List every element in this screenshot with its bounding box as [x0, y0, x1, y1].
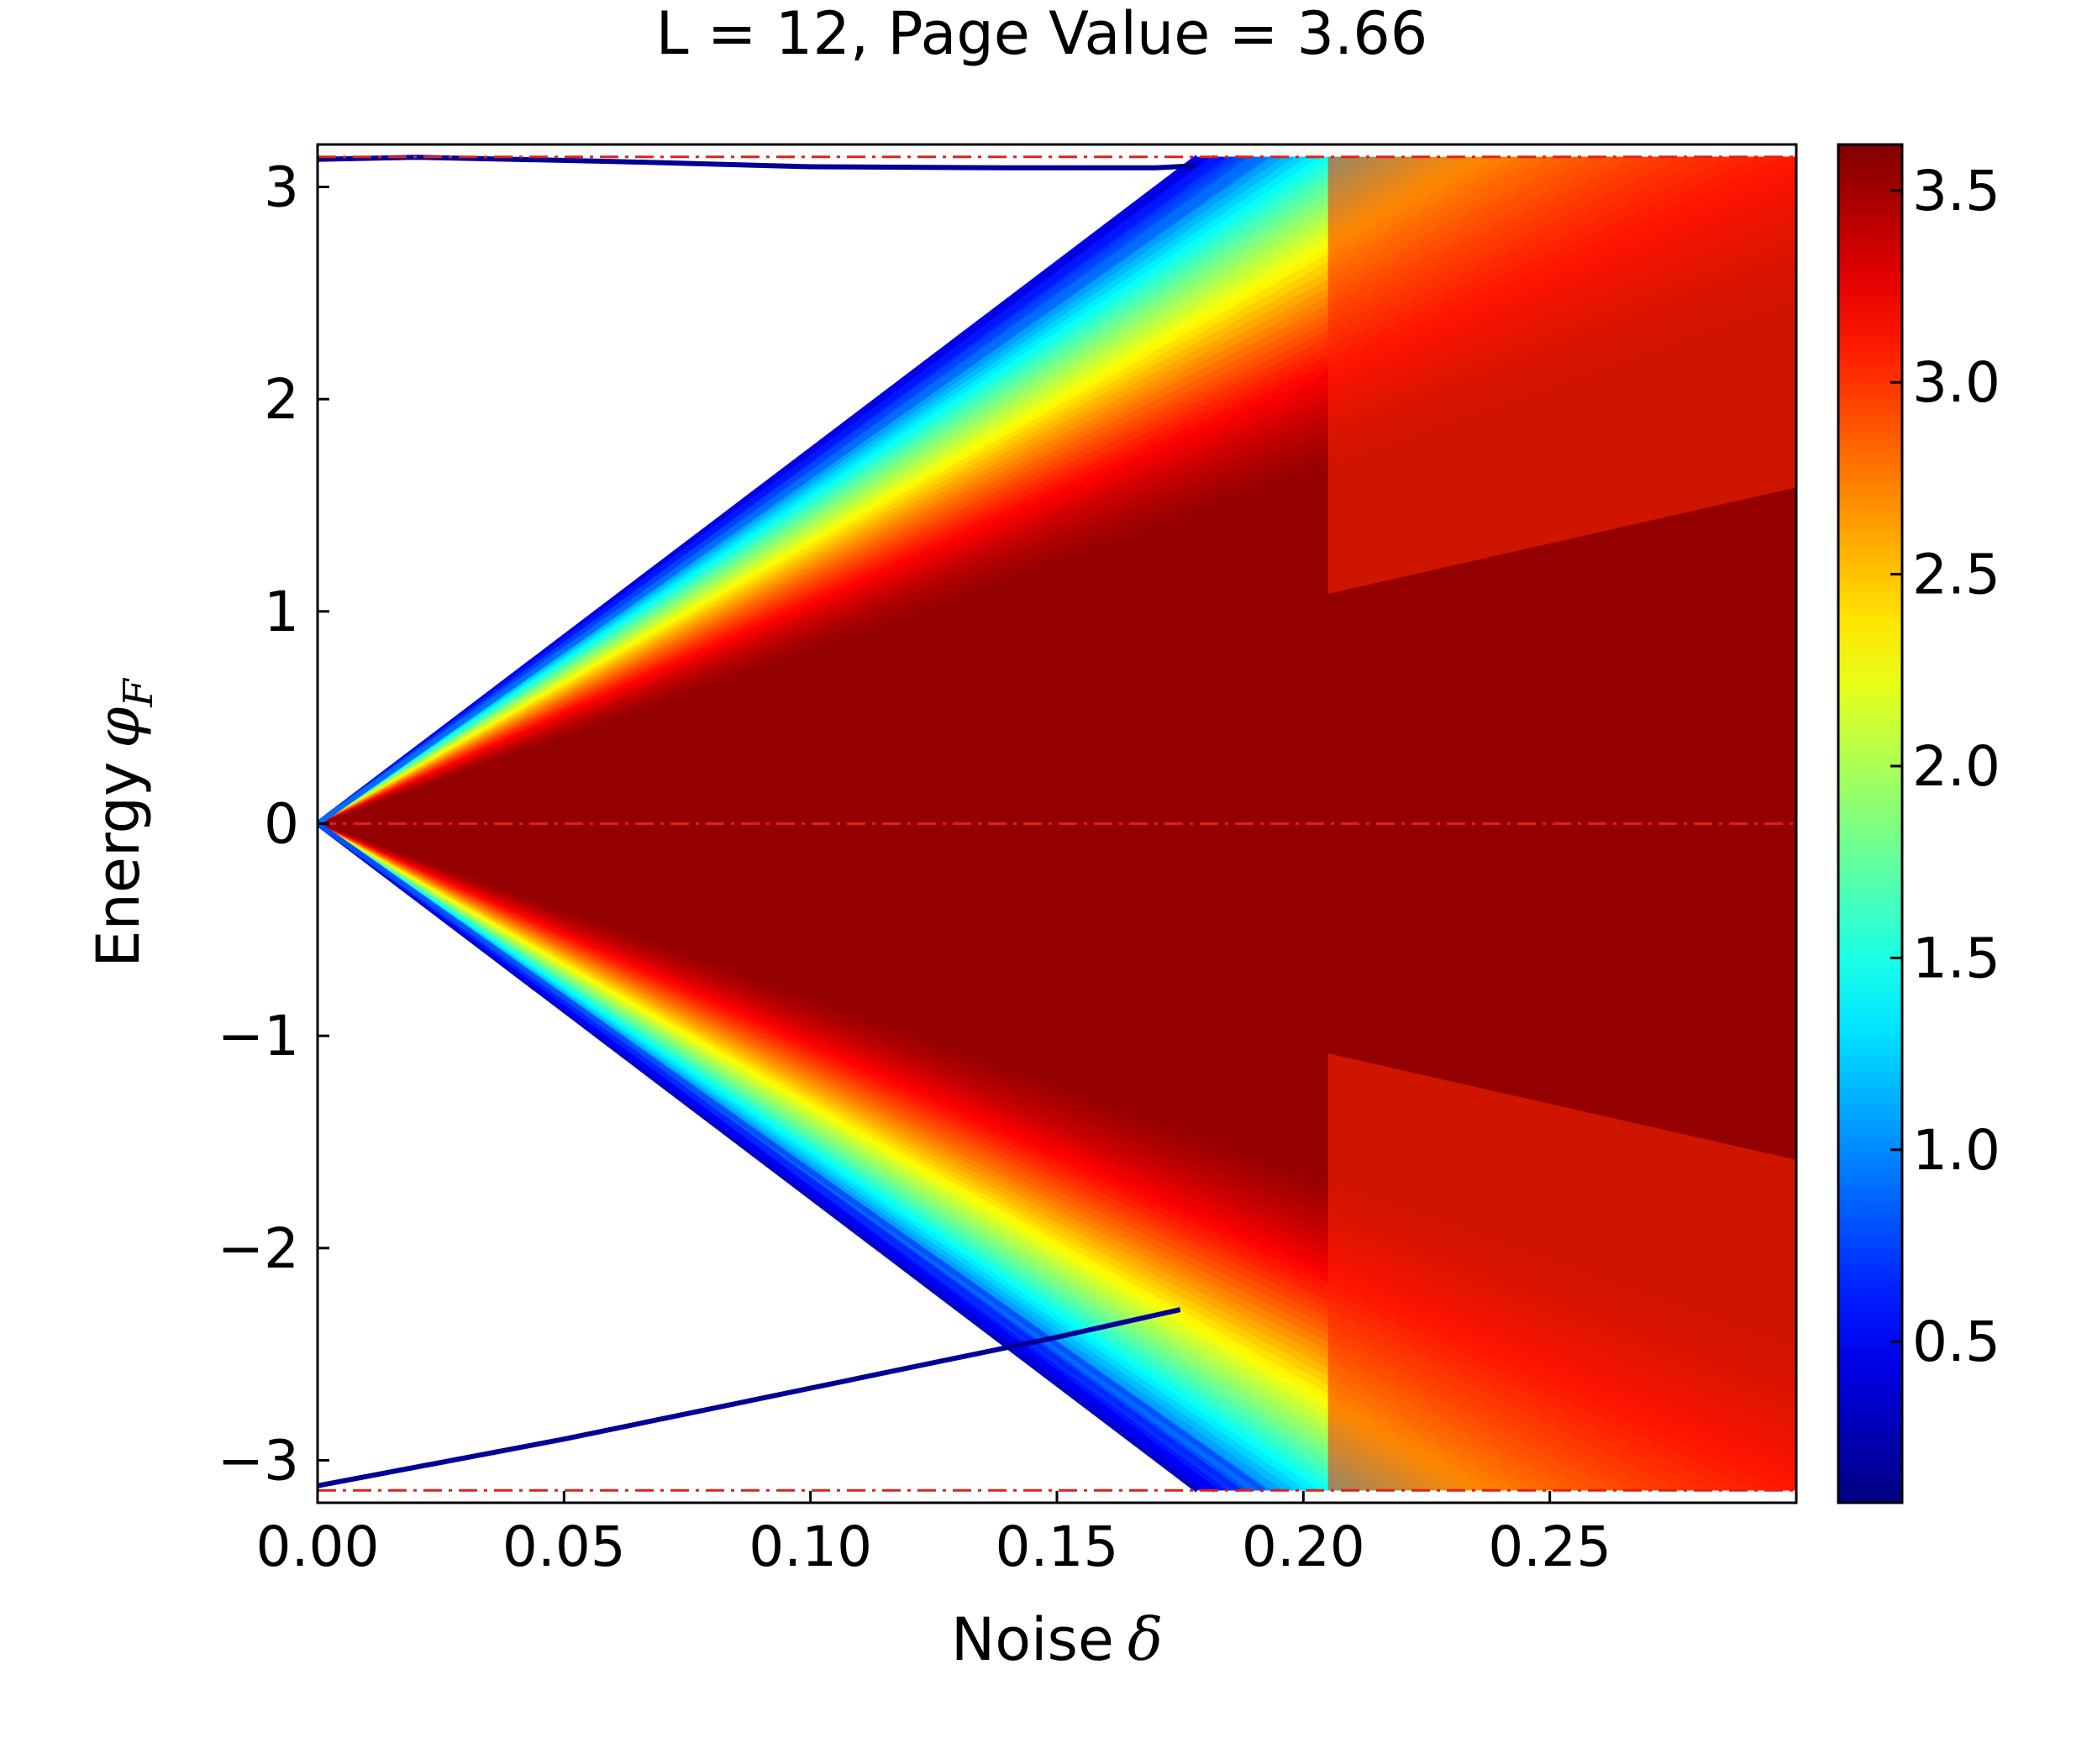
x-tick-label: 0.05	[502, 1515, 626, 1579]
colorbar-frame	[1837, 143, 1904, 1504]
y-tick-label: −1	[218, 1004, 299, 1068]
branch-lower	[318, 1307, 1181, 1488]
colorbar-tick-label: 0.5	[1912, 1310, 2000, 1374]
x-axis-label-symbol: δ	[1127, 1605, 1163, 1674]
heatmap-fan	[318, 155, 1796, 1493]
plot-area	[318, 144, 1796, 1503]
y-tick-label: 1	[264, 580, 299, 644]
x-tick-label: 0.25	[1488, 1515, 1611, 1579]
y-tick-label: −2	[218, 1216, 299, 1281]
colorbar-tick-label: 1.0	[1912, 1118, 2000, 1183]
x-axis-label: Noise δ	[951, 1605, 1163, 1674]
colorbar-ticks: 0.5 1.0 1.5 2.0 2.5 3.0 3.5	[1890, 159, 2000, 1374]
fan-edge-upper	[318, 155, 1265, 826]
y-axis: −3 −2 −1 0 1 2 3	[218, 155, 329, 1493]
colorbar-tick-label: 3.0	[1912, 350, 2000, 415]
colorbar: 0.5 1.0 1.5 2.0 2.5 3.0 3.5	[1837, 143, 2000, 1504]
y-axis-label-text: Energy	[84, 762, 153, 968]
x-tick-label: 0.20	[1242, 1515, 1365, 1579]
y-tick-label: −3	[218, 1428, 299, 1493]
y-axis-label-symbol: φ	[84, 707, 153, 748]
heat-core	[318, 487, 1796, 1160]
colorbar-tick-label: 2.5	[1912, 543, 2000, 607]
colorbar-tick-label: 2.0	[1912, 734, 2000, 799]
fan-edge-lower	[318, 822, 1265, 1493]
y-tick-label: 3	[264, 155, 299, 220]
chart-title: L = 12, Page Value = 3.66	[656, 0, 1428, 68]
colorbar-gradient	[1838, 144, 1902, 1503]
x-axis-label-text: Noise	[951, 1605, 1114, 1674]
y-axis-label: Energy φF	[84, 678, 162, 968]
y-tick-label: 2	[264, 367, 299, 432]
colorbar-tick-label: 1.5	[1912, 926, 2000, 990]
x-axis: 0.00 0.05 0.10 0.15 0.20 0.25	[256, 1491, 1611, 1579]
y-tick-label: 0	[264, 792, 299, 857]
colorbar-tick-label: 3.5	[1912, 159, 2000, 223]
y-axis-label-subscript: F	[115, 678, 162, 708]
x-tick-label: 0.00	[256, 1515, 380, 1579]
x-tick-label: 0.15	[996, 1515, 1119, 1579]
x-tick-label: 0.10	[749, 1515, 872, 1579]
